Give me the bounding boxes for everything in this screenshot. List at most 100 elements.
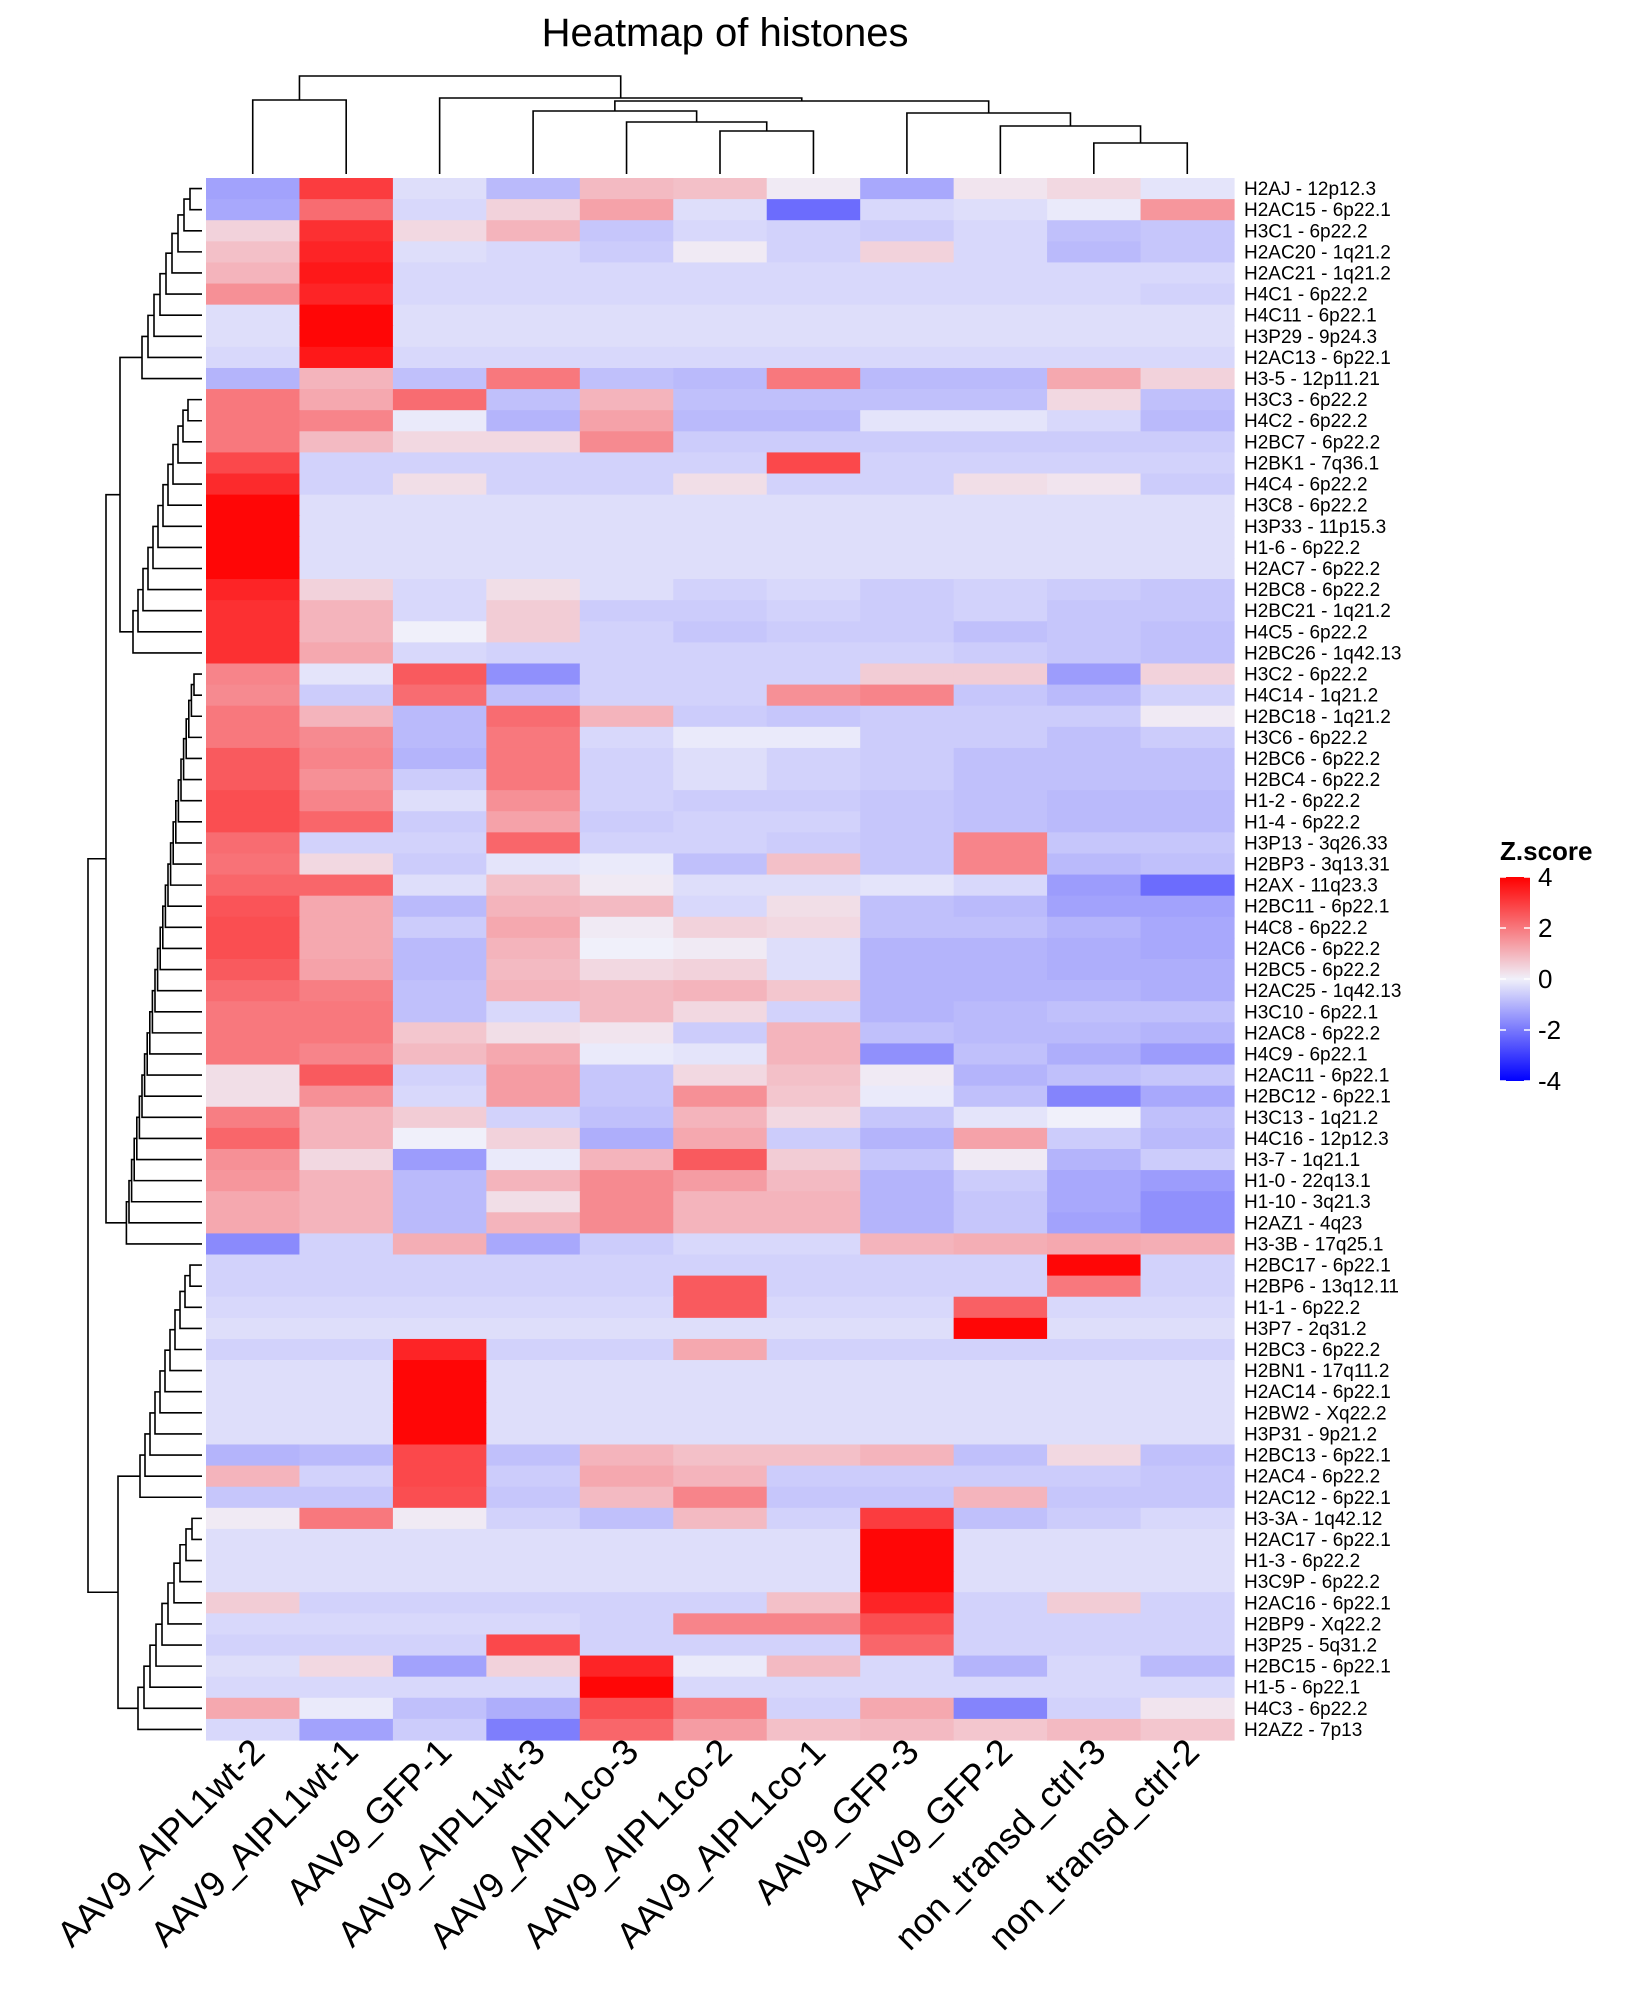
row-label: H1-6 - 6p22.2 — [1244, 538, 1360, 559]
heatmap-cell — [486, 1064, 581, 1087]
heatmap-cell — [206, 579, 301, 601]
heatmap-cell — [299, 367, 394, 390]
heatmap-cell — [766, 536, 861, 559]
heatmap-cell — [766, 262, 861, 285]
heatmap-cell — [1140, 1296, 1235, 1319]
heatmap-cell — [1047, 747, 1142, 770]
heatmap-cell — [486, 1423, 581, 1446]
heatmap-cell — [579, 937, 674, 960]
heatmap-cell — [486, 1571, 581, 1593]
heatmap-cell — [1047, 557, 1142, 580]
heatmap-cell — [860, 579, 955, 601]
heatmap-cells — [206, 178, 1235, 1741]
heatmap-cell — [1047, 1127, 1142, 1150]
heatmap-cell — [953, 304, 1048, 327]
heatmap-cell — [486, 1296, 581, 1319]
heatmap-cell — [299, 1444, 394, 1467]
heatmap-cell — [1047, 790, 1142, 812]
heatmap-cell — [579, 1127, 674, 1150]
legend-tick-label: 2 — [1538, 913, 1552, 943]
heatmap-cell — [392, 515, 487, 538]
heatmap-cell — [486, 579, 581, 601]
heatmap-cell — [206, 1085, 301, 1108]
heatmap-cell — [860, 367, 955, 390]
heatmap-cell — [206, 1296, 301, 1319]
heatmap-cell — [1047, 600, 1142, 622]
heatmap-cell — [486, 389, 581, 411]
heatmap-cell — [1047, 959, 1142, 981]
heatmap-cell — [579, 1233, 674, 1256]
heatmap-cell — [486, 431, 581, 454]
row-label: H3C8 - 6p22.2 — [1244, 496, 1368, 517]
row-label: H3P29 - 9p24.3 — [1244, 327, 1377, 348]
heatmap-cell — [766, 1212, 861, 1235]
heatmap-cell — [486, 600, 581, 622]
heatmap-cell — [766, 325, 861, 348]
heatmap-cell — [392, 1001, 487, 1023]
heatmap-cell — [1047, 1613, 1142, 1636]
heatmap-cell — [206, 1613, 301, 1636]
row-label: H2BC15 - 6p22.1 — [1244, 1657, 1391, 1678]
heatmap-cell — [860, 389, 955, 411]
heatmap-cell — [953, 1317, 1048, 1340]
heatmap-cell — [953, 346, 1048, 369]
heatmap-cell — [860, 557, 955, 580]
heatmap-cell — [860, 1381, 955, 1403]
heatmap-cell — [299, 494, 394, 517]
heatmap-cell — [1140, 959, 1235, 981]
heatmap-cell — [766, 431, 861, 454]
heatmap-cell — [1140, 241, 1235, 264]
row-label: H1-5 - 6p22.1 — [1244, 1678, 1360, 1699]
row-label: H2BC7 - 6p22.2 — [1244, 432, 1380, 453]
heatmap-cell — [766, 1254, 861, 1277]
heatmap-cell — [673, 1423, 768, 1446]
heatmap-cell — [392, 579, 487, 601]
heatmap-cell — [579, 1275, 674, 1298]
heatmap-cell — [299, 937, 394, 960]
heatmap-cell — [953, 1381, 1048, 1403]
heatmap-cell — [1140, 621, 1235, 643]
heatmap-cell — [766, 283, 861, 306]
heatmap-cell — [1140, 980, 1235, 1002]
heatmap-cell — [766, 1465, 861, 1488]
heatmap-cell — [579, 1676, 674, 1699]
row-label: H3C9P - 6p22.2 — [1244, 1572, 1380, 1593]
heatmap-cell — [673, 832, 768, 855]
heatmap-cell — [299, 557, 394, 580]
heatmap-cell — [486, 980, 581, 1002]
heatmap-cell — [579, 579, 674, 601]
heatmap-cell — [1047, 1592, 1142, 1614]
row-label: H3C2 - 6p22.2 — [1244, 665, 1368, 686]
heatmap-cell — [860, 1676, 955, 1699]
heatmap-cell — [860, 452, 955, 475]
heatmap-cell — [579, 1655, 674, 1678]
dendrogram-branch — [191, 1517, 202, 1541]
heatmap-cell — [766, 1170, 861, 1192]
heatmap-cell — [392, 304, 487, 327]
heatmap-cell — [1140, 1571, 1235, 1593]
heatmap-cell — [860, 642, 955, 665]
heatmap-cell — [673, 579, 768, 601]
heatmap-cell — [392, 1127, 487, 1150]
row-label: H2AC13 - 6p22.1 — [1244, 348, 1391, 369]
dendrogram-branch — [184, 1274, 202, 1309]
heatmap-cell — [953, 199, 1048, 221]
heatmap-cell — [673, 1360, 768, 1382]
heatmap-cell — [766, 1127, 861, 1150]
dendrogram-branch — [173, 1562, 202, 1604]
dendrogram-branch — [719, 130, 815, 174]
heatmap-cell — [392, 473, 487, 496]
heatmap-cell — [860, 1402, 955, 1424]
heatmap-cell — [206, 1465, 301, 1488]
heatmap-cell — [579, 1001, 674, 1023]
heatmap-cell — [860, 600, 955, 622]
heatmap-cell — [953, 663, 1048, 686]
heatmap-cell — [766, 959, 861, 981]
row-label: H4C8 - 6p22.2 — [1244, 918, 1368, 939]
heatmap-cell — [392, 1444, 487, 1467]
heatmap-cell — [486, 1191, 581, 1213]
heatmap-cell — [486, 959, 581, 981]
heatmap-cell — [673, 1233, 768, 1256]
dendrogram-branch — [190, 683, 202, 718]
heatmap-cell — [579, 916, 674, 939]
